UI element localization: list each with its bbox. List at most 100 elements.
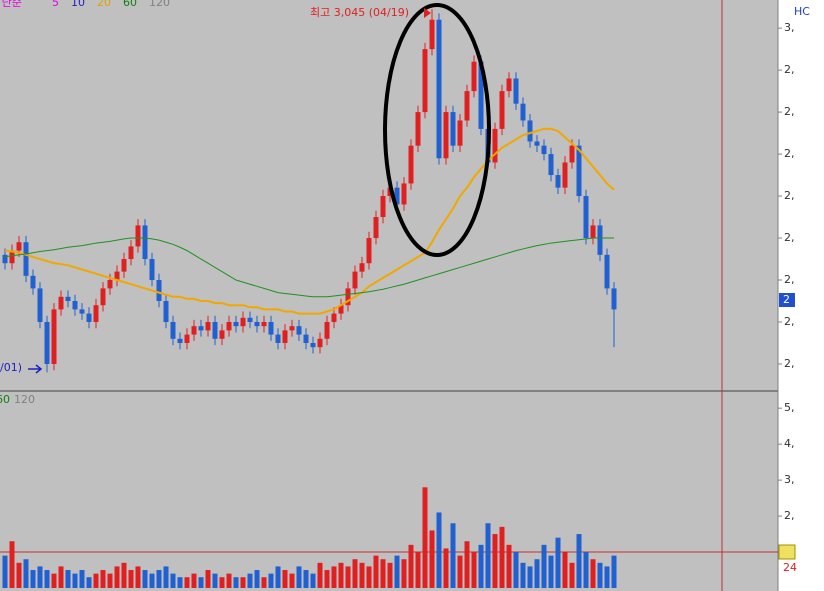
candle-body <box>9 250 15 264</box>
candle-body <box>359 263 365 272</box>
volume-y-tick-label: 2, <box>784 509 795 522</box>
candle-body <box>142 225 148 260</box>
volume-bar <box>275 566 281 588</box>
volume-bar <box>548 555 554 588</box>
candle-body <box>212 321 218 339</box>
volume-bar <box>352 559 358 588</box>
candle-body <box>401 183 407 205</box>
candle-body <box>611 288 617 310</box>
high-annotation: 최고 3,045 (04/19) <box>310 6 409 19</box>
volume-bar <box>114 566 120 588</box>
volume-bar <box>443 548 449 588</box>
candle-body <box>415 112 421 146</box>
candle-body <box>534 141 540 146</box>
candle-body <box>198 326 204 331</box>
candle-body <box>604 254 610 289</box>
candle-body <box>254 321 260 327</box>
y-tick-label: 2, <box>784 231 795 244</box>
candle-body <box>184 334 190 343</box>
volume-bar <box>226 573 232 588</box>
volume-bar <box>310 573 316 588</box>
marks <box>2 9 617 588</box>
volume-bar <box>317 562 323 588</box>
volume-bar <box>30 570 36 588</box>
volume-bar <box>541 544 547 588</box>
volume-legend-entry: 120 <box>14 393 35 406</box>
y-tick-label: 2, <box>784 315 795 328</box>
candle-body <box>366 238 372 264</box>
candle-body <box>583 196 589 239</box>
volume-bar <box>177 577 183 588</box>
volume-bar <box>590 559 596 588</box>
candle-body <box>275 334 281 343</box>
volume-bar <box>44 570 50 588</box>
volume-bar <box>107 573 113 588</box>
volume-bar <box>149 573 155 588</box>
volume-bar <box>163 566 169 588</box>
candle-body <box>499 91 505 129</box>
volume-bar <box>184 577 190 588</box>
candle-body <box>58 296 64 310</box>
candle-body <box>30 275 36 289</box>
last-volume-label: 24 <box>783 561 797 574</box>
candle-body <box>149 259 155 281</box>
highlight-ellipse <box>383 3 491 257</box>
volume-bar <box>506 544 512 588</box>
candle-body <box>289 326 295 331</box>
candle-body <box>233 321 239 327</box>
volume-bar <box>422 487 428 588</box>
candle-body <box>471 61 477 92</box>
volume-legend-entry: 60 <box>0 393 10 406</box>
candle-body <box>86 313 92 322</box>
last-price-label: 2 <box>783 293 790 306</box>
volume-bar <box>387 562 393 588</box>
candle-body <box>506 78 512 92</box>
volume-bar <box>513 552 519 588</box>
volume-bar <box>527 566 533 588</box>
candle-body <box>37 288 43 322</box>
y-tick-label: 2, <box>784 147 795 160</box>
volume-bar <box>261 577 267 588</box>
candle-body <box>121 259 127 272</box>
candle-body <box>576 145 582 197</box>
volume-bar <box>58 566 64 588</box>
volume-bar <box>142 570 148 588</box>
candle-body <box>128 246 134 260</box>
volume-bar <box>324 570 330 588</box>
candle-body <box>2 254 8 264</box>
volume-bar <box>79 570 85 588</box>
volume-bar <box>471 552 477 588</box>
candle-body <box>380 196 386 218</box>
candle-body <box>394 187 400 205</box>
volume-bar <box>520 562 526 588</box>
candle-body <box>429 19 435 50</box>
candle-body <box>100 288 106 306</box>
volume-bar <box>240 577 246 588</box>
candle-body <box>597 225 603 255</box>
volume-bar <box>569 562 575 588</box>
candle-body <box>170 321 176 339</box>
volume-bar <box>485 523 491 588</box>
volume-bar <box>2 555 8 588</box>
y-tick-label: 2, <box>784 105 795 118</box>
candle-body <box>331 313 337 322</box>
volume-tag <box>778 544 796 560</box>
volume-bar <box>247 573 253 588</box>
volume-bar <box>65 570 71 588</box>
legend-entry: 5 <box>52 0 59 9</box>
volume-bar <box>478 544 484 588</box>
candle-body <box>107 280 113 289</box>
candle-body <box>296 326 302 335</box>
moving-average-line <box>4 237 614 298</box>
volume-bar <box>583 552 589 588</box>
volume-bar <box>23 559 29 588</box>
volume-bar <box>604 566 610 588</box>
candle-body <box>163 301 169 322</box>
candle-body <box>240 317 246 327</box>
volume-bar <box>457 555 463 588</box>
candle-body <box>352 271 358 289</box>
candle-body <box>205 321 211 331</box>
legend-prefix: 가 단순 <box>0 0 22 9</box>
volume-bar <box>359 562 365 588</box>
